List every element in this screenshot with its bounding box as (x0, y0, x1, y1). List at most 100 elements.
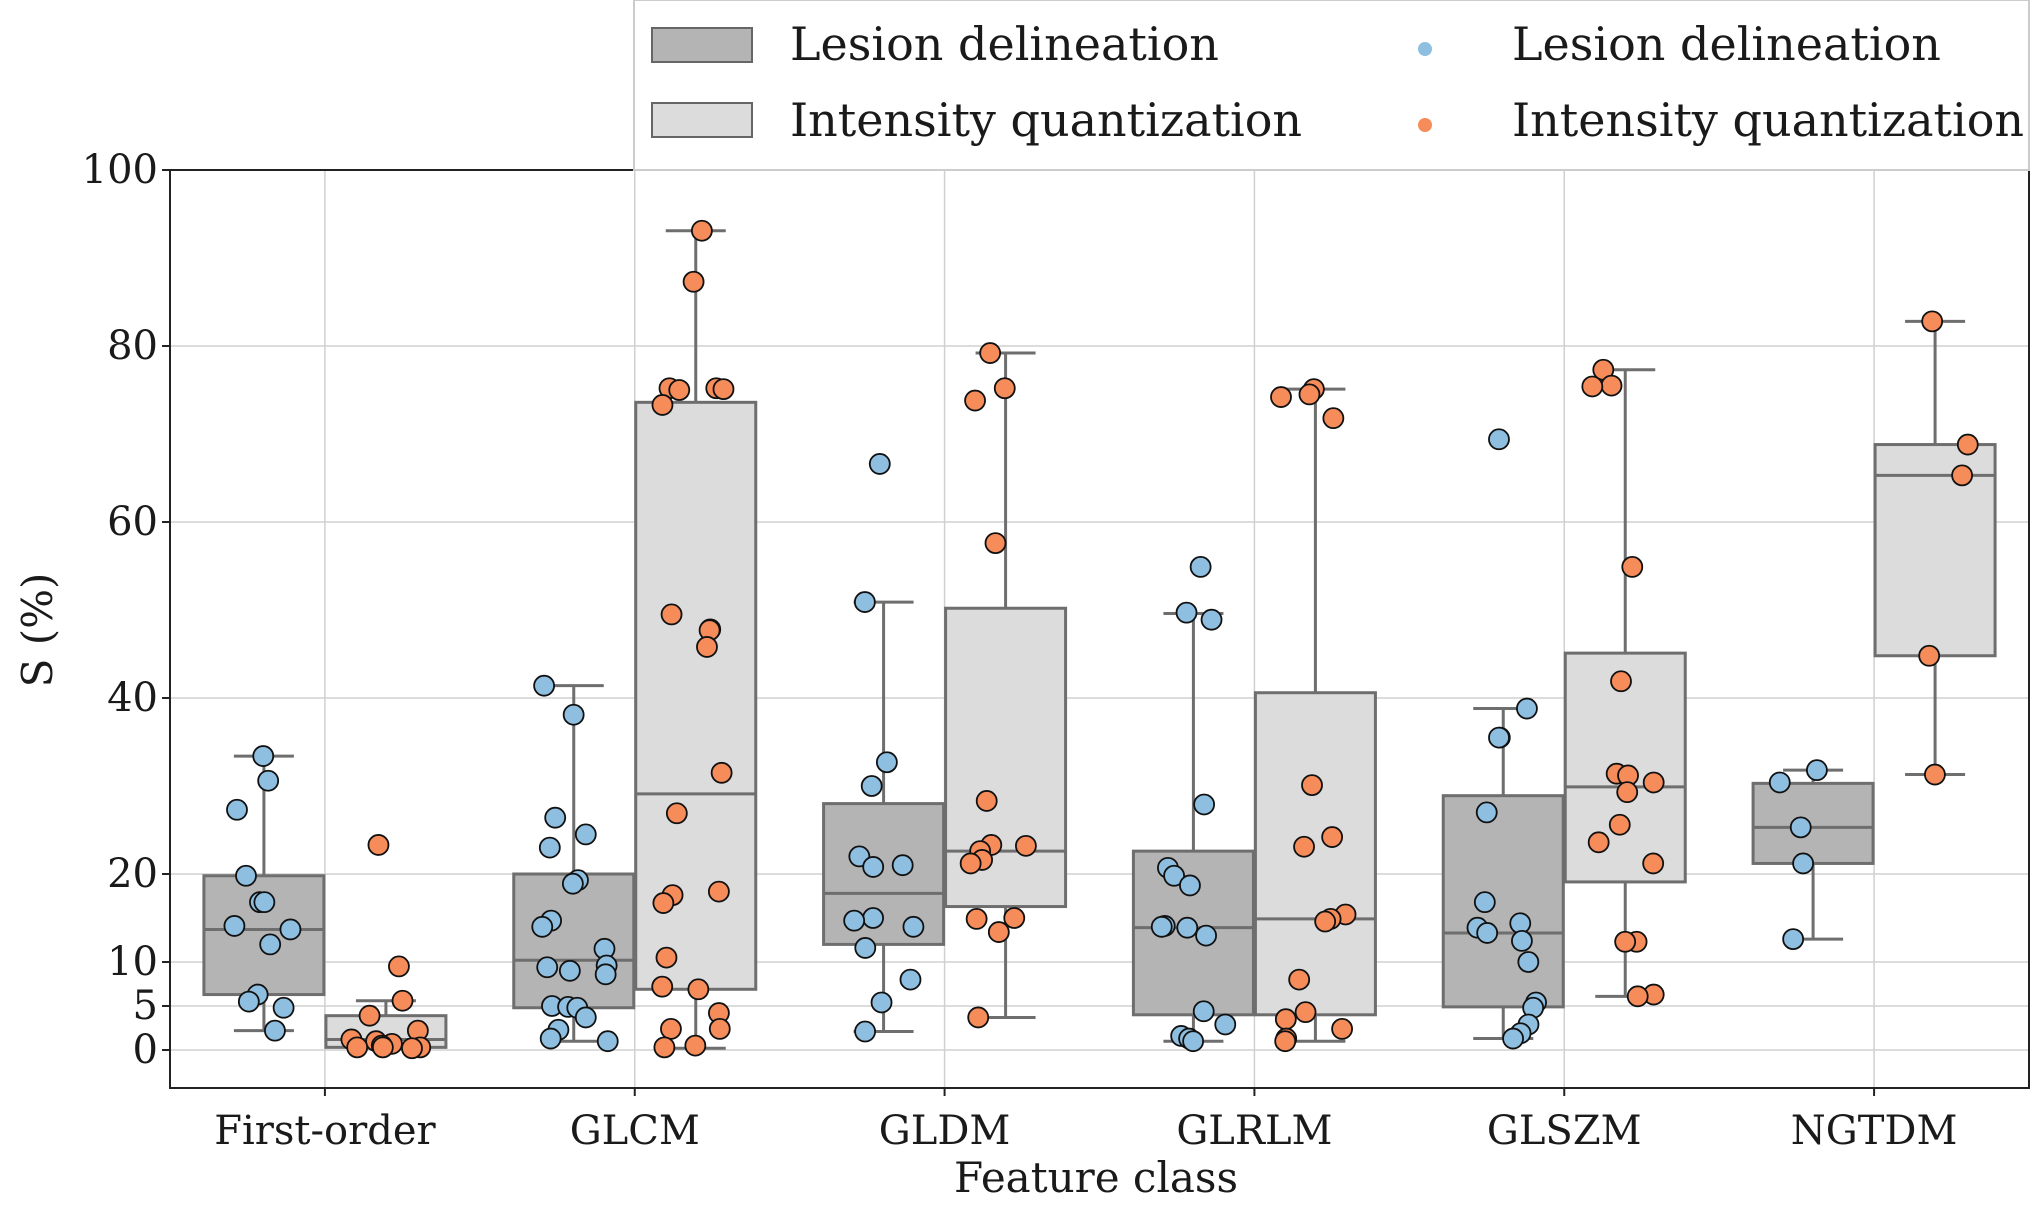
x-tick-label: NGTDM (1791, 1108, 1958, 1154)
y-tick-label: 20 (107, 851, 158, 897)
data-point (1298, 383, 1321, 406)
data-point (875, 751, 898, 774)
legend-point-label-lesion: Lesion delineation (1512, 17, 1941, 71)
data-point (870, 991, 893, 1014)
data-point (1476, 922, 1499, 944)
data-point (993, 377, 1016, 400)
data-point (1511, 929, 1533, 952)
box-iqr (822, 802, 946, 946)
box-0-0 (202, 754, 326, 1033)
data-point (660, 603, 683, 626)
data-point (1924, 763, 1946, 786)
data-point (252, 745, 275, 767)
box-iqr (1751, 781, 1875, 865)
box-iqr (1253, 691, 1377, 1017)
data-point (690, 219, 713, 242)
data-point (561, 872, 584, 895)
data-point (1956, 433, 1979, 456)
data-point (1192, 1000, 1215, 1023)
data-point (854, 937, 877, 959)
data-point (1768, 771, 1791, 794)
box-iqr (1873, 443, 1997, 658)
data-point (653, 1036, 676, 1059)
data-point (707, 880, 730, 903)
data-point (391, 989, 414, 1012)
data-point (574, 1006, 597, 1029)
data-point (712, 378, 735, 401)
data-point (891, 854, 914, 877)
data-point (358, 1004, 381, 1027)
box-1-5 (1873, 319, 1997, 777)
data-point (1274, 1030, 1297, 1053)
data-point (1200, 608, 1223, 631)
data-point (1600, 374, 1623, 397)
data-point (696, 636, 718, 658)
data-point (1502, 1027, 1524, 1050)
data-point (979, 342, 1002, 364)
box-0-1 (512, 684, 636, 1043)
y-tick-label: 100 (82, 147, 158, 193)
data-point (1321, 826, 1344, 848)
data-point (1293, 835, 1315, 858)
data-point (862, 856, 885, 878)
legend-point-label-intensity: Intensity quantization (1512, 93, 2024, 147)
data-point (655, 946, 678, 969)
data-point (965, 907, 988, 930)
box-plots (202, 229, 1997, 1050)
data-point (1150, 915, 1173, 938)
data-point (538, 836, 561, 859)
data-point (594, 963, 617, 986)
data-point (1294, 1001, 1317, 1024)
data-point (1608, 813, 1631, 836)
box-iqr (512, 872, 636, 1010)
data-point (346, 1036, 369, 1059)
data-point (1626, 985, 1649, 1008)
data-point (843, 909, 866, 932)
data-point (1473, 891, 1496, 914)
data-point (860, 775, 883, 797)
data-point (367, 834, 390, 856)
data-point (651, 394, 674, 416)
legend: Lesion delineation Intensity quantizatio… (633, 0, 2030, 171)
data-point (1517, 951, 1540, 973)
box-0-5 (1751, 768, 1875, 941)
data-point (682, 270, 705, 293)
x-tick-label: GLRLM (1176, 1108, 1332, 1154)
data-point (1587, 831, 1610, 854)
data-point (684, 1034, 707, 1057)
data-point (596, 1030, 619, 1053)
box-iqr (1441, 794, 1565, 1009)
data-point (1322, 407, 1345, 430)
data-point (959, 852, 982, 875)
data-point (862, 907, 884, 929)
data-point (1274, 1008, 1297, 1031)
data-point (710, 761, 733, 784)
plot-frame (169, 169, 2030, 1089)
legend-frame (633, 0, 2030, 171)
data-point (1951, 464, 1973, 487)
data-point (1195, 924, 1217, 947)
data-point (1921, 310, 1944, 333)
x-tick-label: First-order (214, 1108, 436, 1154)
data-point (536, 956, 559, 979)
data-point (1288, 968, 1311, 991)
data-point (574, 823, 597, 846)
data-point (1516, 697, 1538, 720)
data-point (984, 532, 1007, 555)
data-point (1621, 555, 1644, 578)
data-point (1488, 428, 1510, 451)
data-point (708, 1017, 731, 1040)
data-point (1015, 834, 1037, 857)
data-point (975, 790, 998, 812)
data-point (539, 1027, 562, 1050)
data-point (237, 990, 260, 1013)
y-tick-label: 5 (133, 983, 158, 1029)
data-point (1214, 1013, 1237, 1036)
data-point (371, 1036, 394, 1059)
data-point (1806, 759, 1828, 782)
data-point (531, 915, 554, 938)
data-point (533, 674, 556, 697)
data-point (259, 933, 282, 956)
data-point (1614, 930, 1637, 953)
x-tick-label: GLSZM (1487, 1108, 1642, 1154)
